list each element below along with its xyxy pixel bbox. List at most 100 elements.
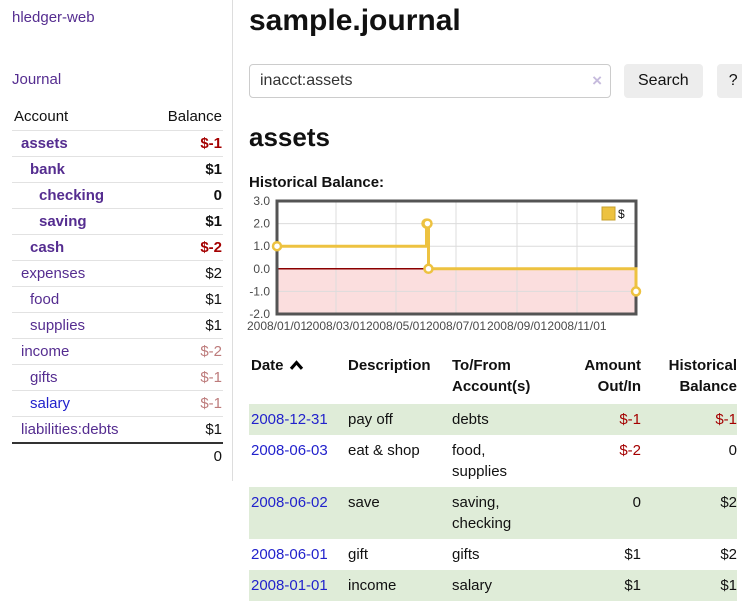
clear-search-icon[interactable]: × [592,71,602,90]
account-link[interactable]: checking [39,187,105,204]
register-accounts-cell: food, supplies [452,442,508,480]
register-date-cell: 2008-01-01 [249,570,346,601]
account-link[interactable]: cash [30,239,65,256]
account-balance: $2 [149,260,223,287]
register-balance-cell: $2 [720,546,737,563]
app-brand-link[interactable]: hledger-web [12,9,95,26]
account-row: salary $-1 [12,390,223,417]
svg-text:2008/07/01: 2008/07/01 [426,319,486,333]
account-link[interactable]: saving [39,213,87,230]
register-description-cell: pay off [348,411,393,428]
accounts-total-value: 0 [149,442,223,469]
account-row: expenses $2 [12,260,223,287]
sidebar-nav: Journal [12,71,223,89]
register-row: 2008-06-01 gift gifts $1 $2 [249,539,737,570]
register-row: 2008-01-01 income salary $1 $1 [249,570,737,601]
account-name-cell: food [12,286,150,313]
help-button[interactable]: ? [716,64,742,98]
account-balance: $-1 [149,130,223,157]
account-link[interactable]: bank [30,161,66,178]
svg-text:2008/09/01: 2008/09/01 [487,319,547,333]
account-row: assets $-1 [12,130,223,157]
search-form: × Search ? [249,64,742,98]
account-link[interactable]: liabilities:debts [21,421,119,438]
register-date-cell: 2008-06-02 [249,487,346,539]
chart-canvas: 3.0 2.0 1.0 0.0 -1.0 -2.02008/01/012008/03/01… [247,194,642,333]
account-balance: $1 [149,312,223,339]
register-amount-cell: $1 [624,577,641,594]
register-description-cell: save [348,494,380,511]
register-balance-cell: 0 [728,442,737,459]
transaction-date-link[interactable]: 2008-01-01 [251,577,328,594]
account-row: supplies $1 [12,312,223,339]
account-link[interactable]: gifts [30,369,58,386]
account-balance: $-1 [149,364,223,391]
sidebar-item-journal[interactable]: Journal [12,71,62,88]
register-header-balance: Historical Balance [668,357,737,395]
register-header-amount: Amount Out/In [584,357,641,395]
historical-balance-chart: 3.0 2.0 1.0 0.0 -1.0 -2.0 2008/01/01 2008/03/01… [247,194,742,335]
account-row: gifts $-1 [12,364,223,391]
svg-text:0.0: 0.0 [253,262,270,276]
account-rows: assets $-1 bank $1 checking 0 saving $1 cash $-2 e… [12,130,223,443]
register-header-description: Description [348,357,431,374]
svg-text:-1.0: -1.0 [249,284,270,298]
account-balance: 0 [149,182,223,209]
register-row: 2008-06-03 eat & shop food, supplies $-2 0 [249,435,737,487]
transaction-date-link[interactable]: 2008-06-02 [251,494,328,511]
register-balance-cell: $2 [720,494,737,511]
svg-text:3.0: 3.0 [253,194,270,208]
svg-text:-2.0: -2.0 [249,307,270,321]
svg-text:2.0: 2.0 [253,217,270,231]
account-link[interactable]: expenses [21,265,86,282]
search-button[interactable]: Search [624,64,703,98]
register-header-date[interactable]: Date [249,355,346,404]
register-amount-cell: $-1 [619,411,641,428]
account-row: food $1 [12,286,223,313]
register-date-cell: 2008-06-01 [249,539,346,570]
search-input-wrap: × [249,64,611,98]
account-name-cell: checking [12,182,150,209]
account-name-cell: salary [12,390,150,417]
register-header-date-label: Date [251,357,284,374]
register-header-accounts: To/From Account(s) [452,357,531,395]
account-balance: $-2 [149,338,223,365]
account-row: liabilities:debts $1 [12,416,223,443]
register-description-cell: income [348,577,397,594]
account-link[interactable]: salary [30,395,71,412]
register-header-row: Date Description To/From Account(s) Amou… [249,355,737,404]
account-link[interactable]: supplies [30,317,86,334]
account-name-cell: supplies [12,312,150,339]
account-name-cell: assets [12,130,150,157]
account-link[interactable]: food [30,291,60,308]
page-title: sample.journal [249,4,461,37]
account-row: saving $1 [12,208,223,235]
account-heading: assets [249,122,330,152]
accounts-header-row: Account Balance [12,104,223,131]
account-name-cell: saving [12,208,150,235]
account-row: income $-2 [12,338,223,365]
accounts-header-account: Account [14,108,69,125]
register-rows: 2008-12-31 pay off debts $-1 $-1 2008-06-03 ea… [249,404,737,601]
transaction-date-link[interactable]: 2008-12-31 [251,411,328,428]
account-name-cell: liabilities:debts [12,416,150,443]
account-name-cell: gifts [12,364,150,391]
svg-text:$: $ [618,207,625,221]
account-link[interactable]: income [21,343,70,360]
account-balance: $-2 [149,234,223,261]
register-balance-cell: $1 [720,577,737,594]
search-input[interactable] [249,64,611,98]
accounts-table: Account Balance assets $-1 bank $1 checking 0… [12,104,223,469]
transaction-date-link[interactable]: 2008-06-03 [251,442,328,459]
transaction-date-link[interactable]: 2008-06-01 [251,546,328,563]
register-accounts-cell: salary [452,577,493,594]
account-name-cell: cash [12,234,150,261]
chart-heading: Historical Balance: [249,174,385,191]
sidebar: hledger-web Journal Account Balance asse… [0,0,233,481]
account-name-cell: bank [12,156,150,183]
account-balance: $1 [149,156,223,183]
account-row: cash $-2 [12,234,223,261]
register-description-cell: gift [348,546,369,563]
account-link[interactable]: assets [21,135,68,152]
svg-text:2008/03/01: 2008/03/01 [306,319,366,333]
